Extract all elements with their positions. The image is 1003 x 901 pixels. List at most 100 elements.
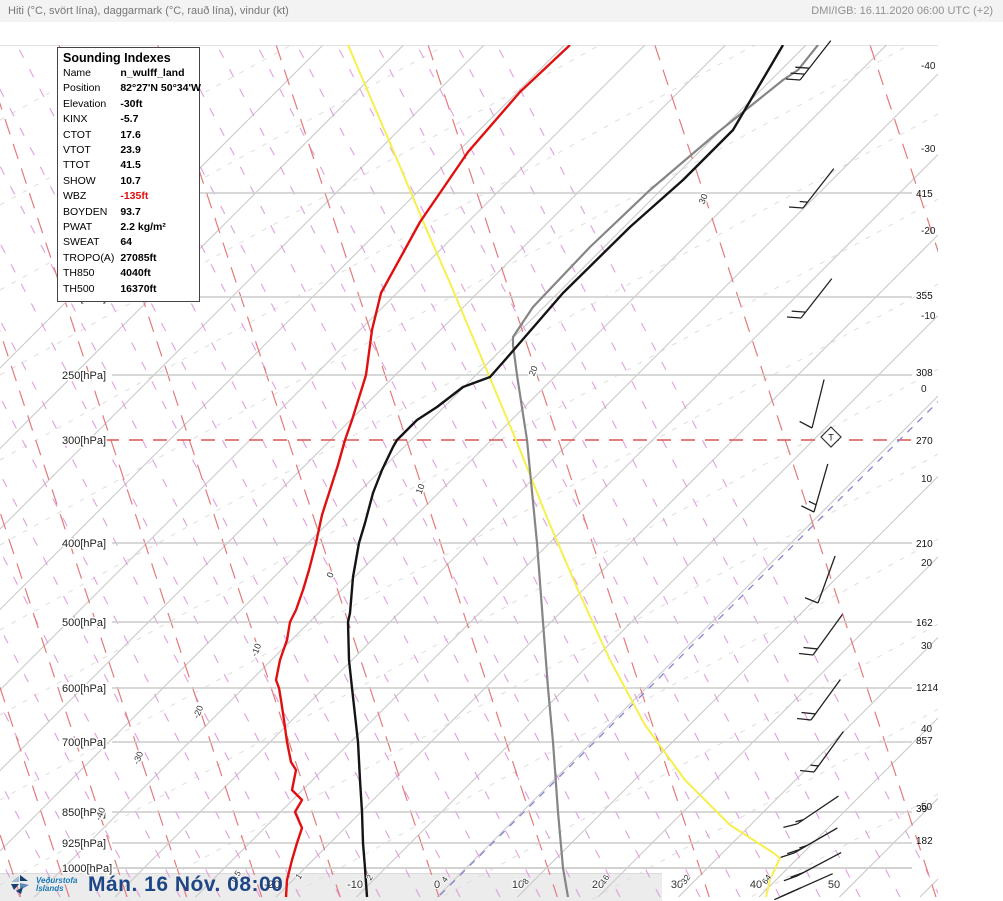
model-curve xyxy=(513,45,818,897)
wind-barb-feather xyxy=(809,501,816,505)
isotherm-label-right: 40 xyxy=(921,724,933,735)
sounding-indexes-title: Sounding Indexes xyxy=(58,50,199,67)
pressure-axis-label: 700[hPa] xyxy=(62,737,106,749)
top-info-bar: Hiti (°C, svört lína), daggarmark (°C, r… xyxy=(0,0,1003,22)
wind-barb-feather xyxy=(788,888,801,894)
index-label: BOYDEN xyxy=(63,206,116,221)
isotherm-line xyxy=(679,45,1003,897)
pressure-axis-label: 300[hPa] xyxy=(62,435,106,447)
pressure-axis-label: 925[hPa] xyxy=(62,838,106,850)
wind-barb-feather xyxy=(783,824,797,827)
height-label-right: 415 xyxy=(916,189,933,200)
dewpoint-curve xyxy=(276,45,570,897)
index-value: 2.2 kg/m² xyxy=(116,221,203,236)
height-label-right: 308 xyxy=(916,368,933,379)
tropopause-marker-label: T xyxy=(828,433,834,443)
sounding-index-row: Elevation-30ft xyxy=(63,98,203,113)
adiabat-label: -30 xyxy=(131,750,145,766)
isotherm-line xyxy=(840,45,1003,897)
index-label: Elevation xyxy=(63,98,116,113)
wind-barb xyxy=(800,379,824,428)
dry-adiabat-line xyxy=(870,45,1003,897)
index-value: 17.6 xyxy=(116,129,203,144)
isotherm-line xyxy=(196,45,1003,897)
index-value: 23.9 xyxy=(116,144,203,159)
shallow-isopleth-line xyxy=(0,454,938,900)
index-label: KINX xyxy=(63,113,116,128)
wind-barb-feather xyxy=(797,719,811,720)
sounding-index-row: WBZ-135ft xyxy=(63,190,203,205)
isotherm-line xyxy=(437,45,1003,897)
isotherm-label-right: -40 xyxy=(921,61,936,72)
pressure-axis-label: 600[hPa] xyxy=(62,683,106,695)
valid-time-label: Mán. 16 Nóv. 08:00 xyxy=(88,873,283,897)
vedurstofa-logo-icon xyxy=(8,872,34,898)
index-label: TROPO(A) xyxy=(63,252,116,267)
index-label: VTOT xyxy=(63,144,116,159)
index-label: SHOW xyxy=(63,175,116,190)
height-label-right: 355 xyxy=(916,291,933,302)
blue-dashed-line xyxy=(430,390,950,900)
wind-barb xyxy=(784,853,841,881)
index-label: Name xyxy=(63,67,116,82)
wind-barb-feather xyxy=(792,311,806,312)
height-label-right: 270 xyxy=(916,436,933,447)
legend-text: Hiti (°C, svört lína), daggarmark (°C, r… xyxy=(0,5,289,17)
index-label: Position xyxy=(63,82,116,97)
wind-barb xyxy=(799,615,842,655)
dry-adiabat-line xyxy=(276,45,557,897)
isotherm-label-right: 0 xyxy=(921,384,927,395)
height-label-right: 210 xyxy=(916,539,933,550)
wind-barb xyxy=(789,169,834,208)
dry-adiabat-line xyxy=(428,45,709,897)
vedurstofa-logo-text: Veðurstofa Íslands xyxy=(36,877,82,893)
logo-line2: Íslands xyxy=(36,885,82,893)
wind-barb-feather xyxy=(801,712,815,713)
index-value: 82°27'N 50°34'W xyxy=(116,82,203,97)
index-label: PWAT xyxy=(63,221,116,236)
isotherm-label-right: 30 xyxy=(921,641,933,652)
index-value: 16370ft xyxy=(116,283,203,298)
isotherm-label-right: 20 xyxy=(921,558,933,569)
pressure-axis-label: 400[hPa] xyxy=(62,538,106,550)
pressure-axis-label: 500[hPa] xyxy=(62,617,106,629)
isotherm-label-right: -20 xyxy=(921,226,936,237)
adiabat-label: 30 xyxy=(697,192,710,205)
dry-adiabat-line xyxy=(655,45,936,897)
wind-barb xyxy=(801,464,827,512)
wind-barb-feather xyxy=(803,647,817,648)
index-value: 10.7 xyxy=(116,175,203,190)
wind-barb-feather xyxy=(799,654,813,655)
shallow-isopleth-line xyxy=(0,539,938,900)
isotherm-line xyxy=(518,45,1003,897)
isotherm-line xyxy=(598,45,1003,897)
wind-barb xyxy=(797,680,840,720)
index-value: 93.7 xyxy=(116,206,203,221)
index-value: 64 xyxy=(116,236,203,251)
isotherm-line xyxy=(920,45,1003,897)
wind-barb-feather xyxy=(795,67,809,68)
sounding-index-row: TROPO(A)27085ft xyxy=(63,252,203,267)
wind-barb-staff xyxy=(812,379,824,428)
temp-axis-label: 50 xyxy=(828,879,840,891)
height-label-right: 857 xyxy=(916,736,933,747)
moist-adiabat-line xyxy=(497,45,940,897)
index-value: -5.7 xyxy=(116,113,203,128)
index-label: SWEAT xyxy=(63,236,116,251)
isotherm-label-right: 50 xyxy=(921,802,933,813)
wind-barb-feather xyxy=(800,421,812,428)
wind-barb-feather xyxy=(789,207,803,208)
moist-adiabat-line xyxy=(0,45,60,897)
index-label: WBZ xyxy=(63,190,116,205)
index-label: TTOT xyxy=(63,159,116,174)
moist-adiabat-line xyxy=(417,45,860,897)
date-banner-content: Veðurstofa Íslands Mán. 16 Nóv. 08:00 xyxy=(0,869,400,900)
index-value: 27085ft xyxy=(116,252,203,267)
height-label-right: 1214 xyxy=(916,683,939,694)
index-value: n_wulff_land xyxy=(116,67,203,82)
